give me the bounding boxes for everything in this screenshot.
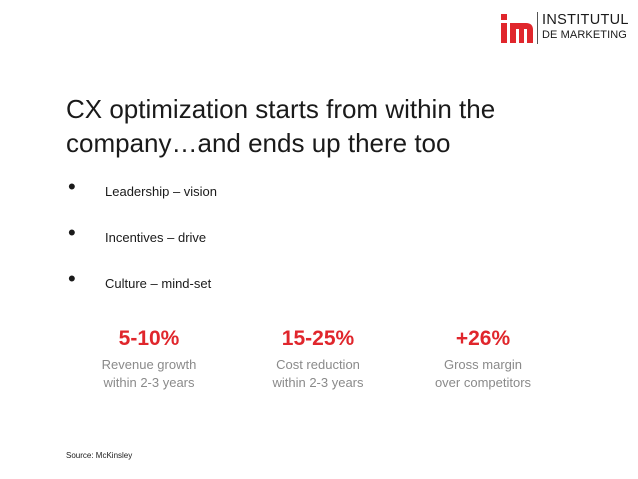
stat-label: Revenue growth within 2-3 years <box>64 356 234 392</box>
institutul-de-marketing-logo: INSTITUTUL DE MARKETING <box>499 10 629 46</box>
stat-gross-margin: +26% Gross margin over competitors <box>398 326 568 392</box>
bullet-dot-icon: • <box>68 220 76 245</box>
stat-cost-reduction: 15-25% Cost reduction within 2-3 years <box>233 326 403 392</box>
stat-revenue-growth: 5-10% Revenue growth within 2-3 years <box>64 326 234 392</box>
stat-value: +26% <box>455 327 511 350</box>
im-logo-mark-icon <box>501 14 533 43</box>
bullet-text: Culture – mind-set <box>105 276 212 291</box>
bullet-dot-icon: • <box>68 174 76 199</box>
slide-title: CX optimization starts from within the c… <box>66 94 496 158</box>
stat-label-line2: within 2-3 years <box>103 375 195 390</box>
bullet-text: Incentives – drive <box>105 230 207 245</box>
stat-label-line1: Revenue growth <box>101 357 197 372</box>
stat-label-line1: Gross margin <box>443 357 523 372</box>
bullet-text: Leadership – vision <box>105 184 218 199</box>
stat-label-line2: within 2-3 years <box>272 375 364 390</box>
stat-value: 15-25% <box>281 327 355 350</box>
stat-label-line2: over competitors <box>434 375 532 390</box>
stat-label: Gross margin over competitors <box>398 356 568 392</box>
logo-text-line2: DE MARKETING <box>542 29 627 41</box>
stat-label: Cost reduction within 2-3 years <box>233 356 403 392</box>
bullet-dot-icon: • <box>68 266 76 291</box>
logo-text-line1: INSTITUTUL <box>542 12 629 28</box>
logo-divider <box>537 12 538 44</box>
source-note: Source: McKinsley <box>66 451 133 460</box>
stat-label-line1: Cost reduction <box>276 357 360 372</box>
stat-value: 5-10% <box>118 327 180 350</box>
